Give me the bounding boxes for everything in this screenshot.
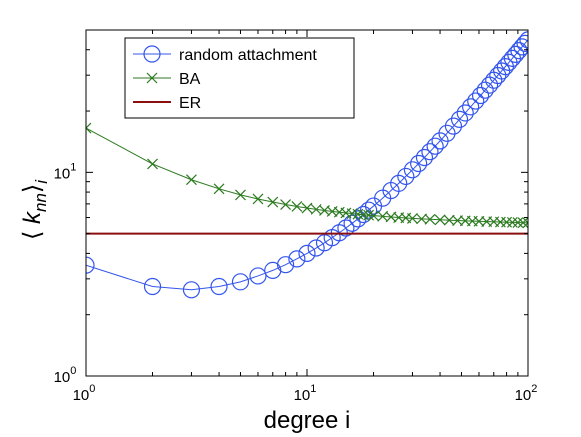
data-point-ba [357, 209, 369, 221]
data-point-random-attachment [397, 167, 415, 186]
x-axis-label: degree i [264, 407, 351, 434]
data-point-random-attachment [249, 267, 267, 285]
data-point-ba [291, 201, 303, 212]
data-point-ba [280, 199, 292, 210]
y-label-sub: nn [31, 193, 50, 212]
data-point-random-attachment [343, 214, 361, 232]
y-label-open: ⟨ [19, 224, 46, 240]
series-line-random-attachment [86, 39, 528, 291]
data-point-ba [407, 212, 418, 224]
data-point-ba [147, 158, 158, 170]
data-point-ba [424, 213, 436, 225]
data-point-random-attachment [456, 104, 474, 122]
data-point-random-attachment [360, 201, 378, 219]
data-point-random-attachment [519, 31, 528, 49]
data-point-ba [443, 214, 455, 226]
legend-marker-ba [146, 72, 158, 84]
y-tick-label: 100 [54, 365, 77, 386]
legend-label-random-attachment: random attachment [179, 47, 317, 64]
data-point-random-attachment [467, 92, 485, 110]
legend-label-ba: BA [179, 71, 201, 88]
legend-marker-random-attachment [143, 45, 161, 63]
data-point-random-attachment [410, 154, 428, 173]
data-point-random-attachment [476, 81, 494, 99]
data-point-ba [434, 214, 446, 226]
series-layer [86, 31, 528, 299]
data-point-random-attachment [337, 219, 355, 237]
data-point-random-attachment [182, 281, 201, 299]
data-point-ba [267, 196, 279, 208]
x-tick-label: 102 [515, 383, 538, 404]
y-axis-label: ⟨ knn⟩i [19, 179, 51, 240]
data-point-random-attachment [143, 277, 162, 296]
data-point-random-attachment [288, 250, 306, 268]
data-point-random-attachment [210, 277, 228, 296]
data-point-random-attachment [307, 239, 325, 257]
data-point-ba [506, 216, 518, 228]
data-point-random-attachment [390, 174, 408, 192]
x-tick-exponent: 0 [89, 383, 95, 395]
data-point-ba [517, 217, 528, 229]
data-point-random-attachment [415, 148, 434, 167]
data-point-ba [252, 193, 264, 205]
data-point-random-attachment [438, 124, 456, 142]
data-point-ba [522, 217, 528, 229]
y-tick-label: 101 [54, 161, 77, 182]
data-point-random-attachment [516, 34, 528, 52]
data-point-ba [368, 210, 379, 222]
data-point-ba [86, 122, 92, 134]
data-point-random-attachment [462, 98, 480, 116]
data-point-random-attachment [276, 256, 295, 274]
x-tick-label: 101 [294, 383, 317, 404]
legend-label-er: ER [179, 95, 201, 112]
x-tick-exponent: 1 [310, 383, 316, 395]
data-point-ba [235, 189, 246, 201]
series-ba [86, 122, 528, 229]
data-point-ba [377, 210, 389, 222]
data-point-random-attachment [450, 110, 469, 128]
data-point-random-attachment [349, 210, 367, 228]
data-point-random-attachment [354, 205, 373, 224]
data-point-random-attachment [421, 143, 439, 161]
x-tick-label: 100 [73, 383, 96, 404]
data-point-ba [416, 213, 428, 225]
x-tick-exponent: 2 [531, 383, 537, 395]
legend: random attachment BA ER [124, 37, 355, 119]
y-label-close: ⟩ [19, 184, 46, 193]
data-point-random-attachment [403, 161, 422, 179]
series-random-attachment [86, 31, 528, 299]
data-point-ba [213, 183, 225, 195]
data-point-random-attachment [513, 38, 528, 56]
y-axis-label-group: ⟨ knn⟩i [19, 179, 51, 240]
data-point-ba [363, 209, 375, 221]
data-point-random-attachment [86, 256, 95, 274]
y-label-k: k [19, 210, 46, 224]
data-point-random-attachment [426, 137, 444, 155]
y-label-i: i [32, 179, 51, 184]
data-point-random-attachment [298, 244, 316, 262]
data-point-random-attachment [444, 117, 463, 135]
data-point-ba [512, 217, 524, 228]
data-point-ba [301, 202, 313, 214]
data-point-random-attachment [231, 273, 250, 291]
y-tick-exponent: 1 [70, 161, 76, 173]
y-tick-exponent: 0 [70, 365, 76, 377]
data-point-random-attachment [471, 86, 490, 105]
data-point-ba [186, 174, 197, 186]
